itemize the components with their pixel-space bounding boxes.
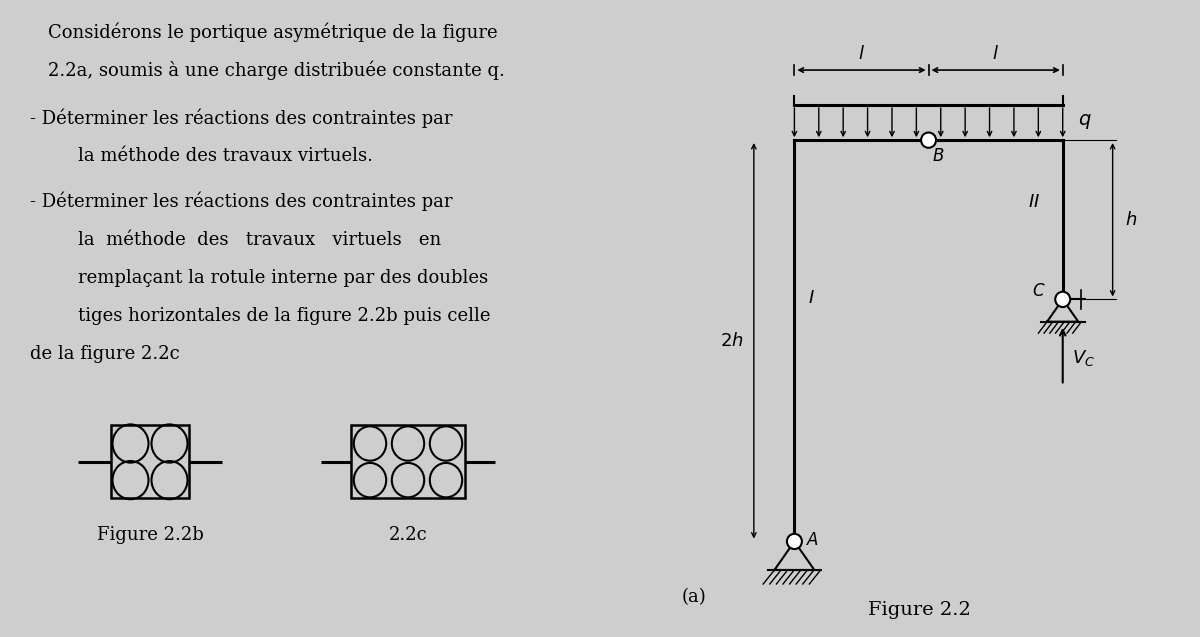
Text: $I$: $I$ [808, 289, 815, 306]
Text: la méthode des travaux virtuels.: la méthode des travaux virtuels. [78, 147, 373, 164]
Circle shape [922, 132, 936, 148]
Text: - Déterminer les réactions des contraintes par: - Déterminer les réactions des contraint… [30, 108, 452, 128]
Text: Figure 2.2b: Figure 2.2b [97, 526, 203, 543]
Text: $2h$: $2h$ [720, 332, 744, 350]
Text: $q$: $q$ [1079, 111, 1092, 131]
Text: $II$: $II$ [1028, 193, 1040, 211]
Text: $B$: $B$ [931, 148, 944, 164]
Text: $h$: $h$ [1126, 211, 1138, 229]
Bar [352, 426, 466, 498]
Text: $A$: $A$ [805, 532, 818, 548]
Circle shape [787, 534, 802, 549]
Text: $l$: $l$ [858, 45, 865, 62]
Text: 2.2c: 2.2c [389, 526, 427, 543]
Bar [112, 426, 190, 498]
Text: $l$: $l$ [992, 45, 1000, 62]
Circle shape [1055, 292, 1070, 307]
Text: de la figure 2.2c: de la figure 2.2c [30, 345, 180, 363]
Text: tiges horizontales de la figure 2.2b puis celle: tiges horizontales de la figure 2.2b pui… [78, 307, 491, 325]
Text: - Déterminer les réactions des contraintes par: - Déterminer les réactions des contraint… [30, 191, 452, 211]
Text: la  méthode  des   travaux   virtuels   en: la méthode des travaux virtuels en [78, 231, 442, 248]
Text: remplaçant la rotule interne par des doubles: remplaçant la rotule interne par des dou… [78, 269, 488, 287]
Text: $V_C$: $V_C$ [1072, 348, 1096, 368]
Text: 2.2a, soumis à une charge distribuée constante q.: 2.2a, soumis à une charge distribuée con… [48, 61, 505, 80]
Text: Considérons le portique asymétrique de la figure: Considérons le portique asymétrique de l… [48, 22, 498, 42]
Text: $C$: $C$ [1032, 283, 1045, 300]
Text: (a): (a) [682, 588, 707, 606]
Text: Figure 2.2: Figure 2.2 [868, 601, 971, 619]
